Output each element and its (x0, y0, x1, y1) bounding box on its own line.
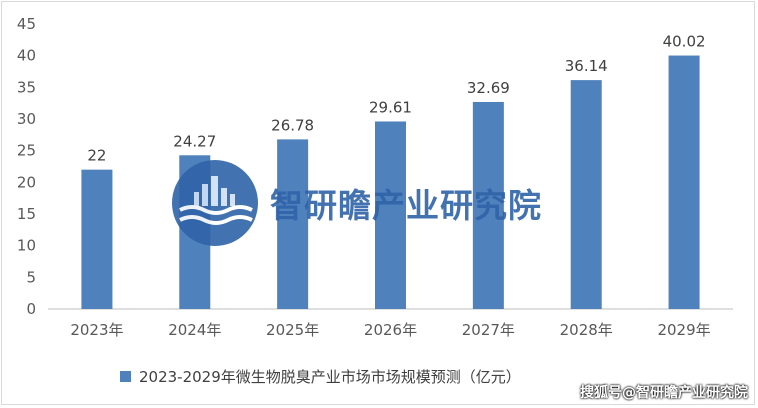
data-label: 36.14 (565, 57, 608, 75)
y-tick-label: 5 (26, 268, 36, 286)
y-tick-label: 25 (17, 142, 36, 160)
legend: 2023-2029年微生物脱臭产业市场市场规模预测（亿元） (120, 366, 521, 387)
y-tick-label: 10 (17, 237, 36, 255)
y-tick-label: 45 (17, 15, 36, 33)
data-label: 32.69 (467, 79, 510, 97)
x-tick-label: 2025年 (266, 321, 319, 339)
bar (668, 55, 700, 309)
data-label: 24.27 (173, 132, 216, 150)
x-tick-label: 2024年 (168, 321, 221, 339)
bar (277, 139, 309, 309)
bar (570, 80, 602, 309)
x-tick-label: 2027年 (462, 321, 515, 339)
x-tick-label: 2026年 (364, 321, 417, 339)
credit-text: 搜狐号@智研瞻产业研究院 (580, 385, 748, 401)
legend-swatch (120, 371, 131, 382)
y-tick-label: 15 (17, 205, 36, 223)
x-tick-label: 2029年 (657, 321, 710, 339)
y-tick-label: 30 (17, 110, 36, 128)
bar (472, 101, 504, 309)
bar (375, 121, 406, 309)
bar (179, 155, 211, 309)
data-label: 29.61 (369, 98, 412, 116)
y-tick-label: 35 (17, 78, 36, 96)
data-label: 26.78 (271, 116, 314, 134)
y-tick-label: 0 (26, 300, 36, 318)
data-label: 22 (87, 147, 106, 165)
legend-label: 2023-2029年微生物脱臭产业市场市场规模预测（亿元） (139, 368, 521, 386)
y-tick-label: 20 (17, 173, 36, 191)
x-tick-label: 2023年 (70, 321, 123, 339)
x-tick-label: 2028年 (560, 321, 613, 339)
bar (81, 169, 113, 309)
data-label: 40.02 (663, 33, 706, 51)
y-tick-label: 40 (17, 47, 36, 65)
